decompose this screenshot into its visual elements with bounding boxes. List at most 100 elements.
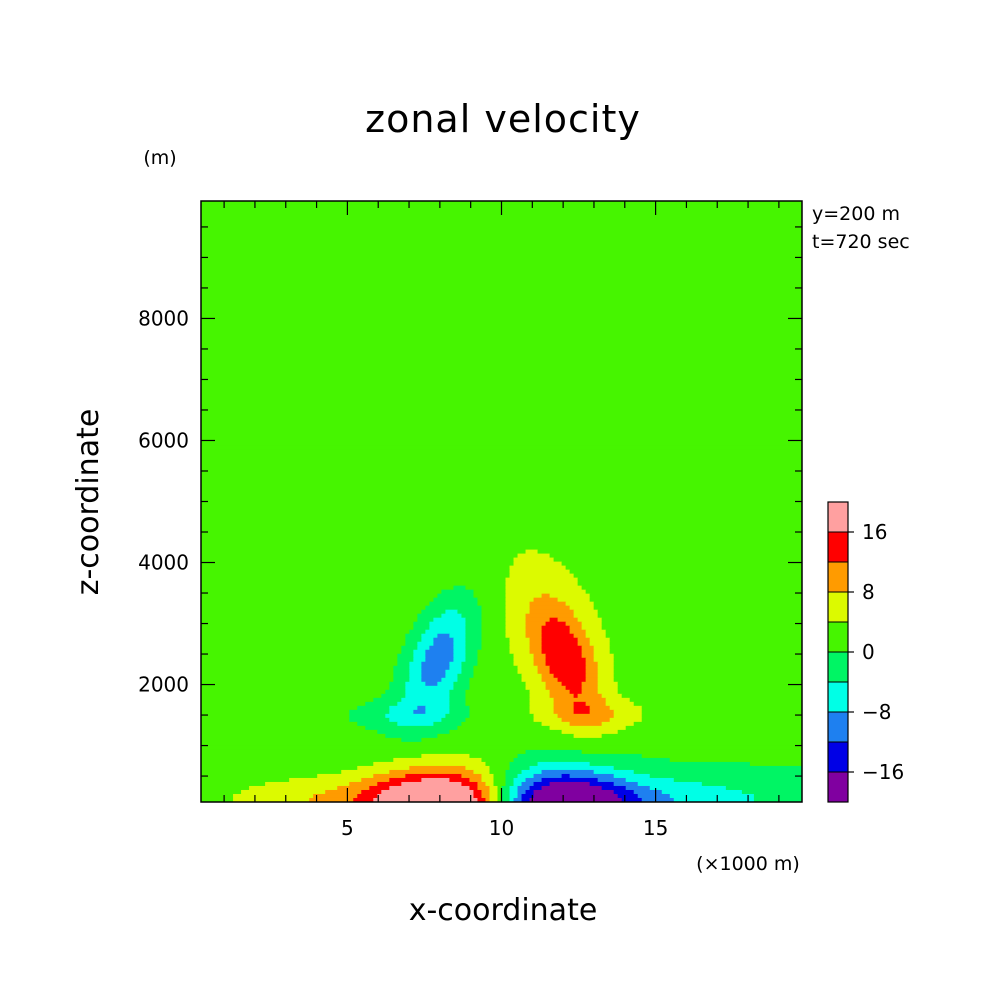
contour-cell <box>201 509 802 515</box>
contour-cell <box>529 689 551 695</box>
y-tick-label: 4000 <box>138 551 189 575</box>
contour-cell <box>581 681 599 687</box>
contour-cell <box>581 689 599 695</box>
contour-cell <box>449 709 471 715</box>
contour-cell <box>201 621 414 627</box>
colorbar-swatch <box>828 622 848 652</box>
contour-cell <box>373 797 479 802</box>
contour-cell <box>201 681 390 687</box>
contour-cell <box>465 585 507 591</box>
contour-cell <box>425 605 483 611</box>
contour-cell <box>481 757 515 763</box>
contour-cell <box>325 789 362 795</box>
contour-cell <box>533 597 559 603</box>
contour-cell <box>201 561 515 567</box>
contour-cell <box>201 213 802 218</box>
contour-cell <box>533 789 615 795</box>
contour-cell <box>525 621 547 627</box>
contour-cell <box>201 225 802 230</box>
contour-cell <box>509 797 515 802</box>
colorbar-swatch <box>828 592 848 622</box>
contour-cell <box>581 645 595 651</box>
contour-cell <box>461 661 479 667</box>
contour-cell <box>425 629 467 635</box>
contour-cell <box>557 677 587 683</box>
contour-cell <box>617 681 802 687</box>
contour-cell <box>549 693 575 699</box>
contour-cell <box>613 765 802 771</box>
contour-cell <box>437 593 475 599</box>
contour-cell <box>513 653 535 659</box>
contour-cell <box>549 593 591 599</box>
contour-cell <box>613 713 643 719</box>
contour-cell <box>457 609 483 615</box>
contour-cell <box>465 621 483 627</box>
contour-cell <box>613 789 635 795</box>
contour-cell <box>201 241 802 246</box>
contour-cell <box>621 797 643 802</box>
contour-cell <box>613 709 643 715</box>
contour-cell <box>485 781 495 787</box>
contour-cell <box>505 581 579 587</box>
contour-cell <box>625 725 802 731</box>
contour-cell <box>581 585 802 591</box>
colorbar-label: 0 <box>862 640 875 664</box>
contour-cell <box>465 697 531 703</box>
contour-cell <box>429 621 467 627</box>
contour-cell <box>389 685 406 691</box>
contour-cell <box>201 273 802 278</box>
contour-cell <box>525 629 543 635</box>
contour-cell <box>529 637 543 643</box>
contour-cell <box>465 701 531 707</box>
contour-cell <box>449 665 463 671</box>
contour-cell <box>201 701 366 707</box>
contour-cell <box>609 649 802 655</box>
contour-cell <box>417 645 430 651</box>
contour-cell <box>617 729 802 735</box>
contour-cell <box>201 253 802 258</box>
contour-cell <box>485 761 511 767</box>
contour-cell <box>201 761 374 767</box>
contour-cell <box>573 705 591 711</box>
contour-cell <box>577 617 603 623</box>
x-axis-label: x-coordinate <box>409 893 598 928</box>
contour-cell <box>529 701 555 707</box>
contour-cell <box>569 629 587 635</box>
x-unit-label: (×1000 m) <box>696 853 800 875</box>
contour-cell <box>453 645 467 651</box>
y-tick-label: 2000 <box>138 673 189 697</box>
contour-cell <box>405 773 463 779</box>
contour-cell <box>565 601 595 607</box>
contour-cell <box>545 685 567 691</box>
contour-cell <box>409 765 467 771</box>
axis-tick-labels: 5 10 15 2000 4000 6000 8000 <box>138 306 668 840</box>
contour-cell <box>549 725 627 731</box>
contour-cell <box>529 645 543 651</box>
contour-cell <box>533 713 559 719</box>
contour-cell <box>605 697 631 703</box>
contour-cell <box>389 681 406 687</box>
contour-cell <box>289 777 362 783</box>
contour-cell <box>425 681 438 687</box>
contour-cell <box>485 797 491 802</box>
contour-cell <box>605 633 802 639</box>
contour-cell <box>385 689 406 695</box>
contour-cell <box>425 709 451 715</box>
contour-cell <box>397 701 451 707</box>
contour-cell <box>389 705 418 711</box>
contour-cell <box>613 781 639 787</box>
contour-cell <box>201 257 802 262</box>
contour-cell <box>509 641 531 647</box>
contour-cell <box>529 785 543 791</box>
contour-cell <box>505 597 535 603</box>
x-tick-label: 5 <box>341 816 354 840</box>
contour-cell <box>473 793 483 799</box>
contour-cell <box>581 621 603 627</box>
colorbar-label: −8 <box>862 700 891 724</box>
contour-cell <box>509 569 571 575</box>
contour-cell <box>505 777 515 783</box>
contour-cell <box>233 793 314 799</box>
contour-cell <box>201 429 802 434</box>
contour-cell <box>405 633 422 639</box>
contour-cell <box>641 753 802 759</box>
